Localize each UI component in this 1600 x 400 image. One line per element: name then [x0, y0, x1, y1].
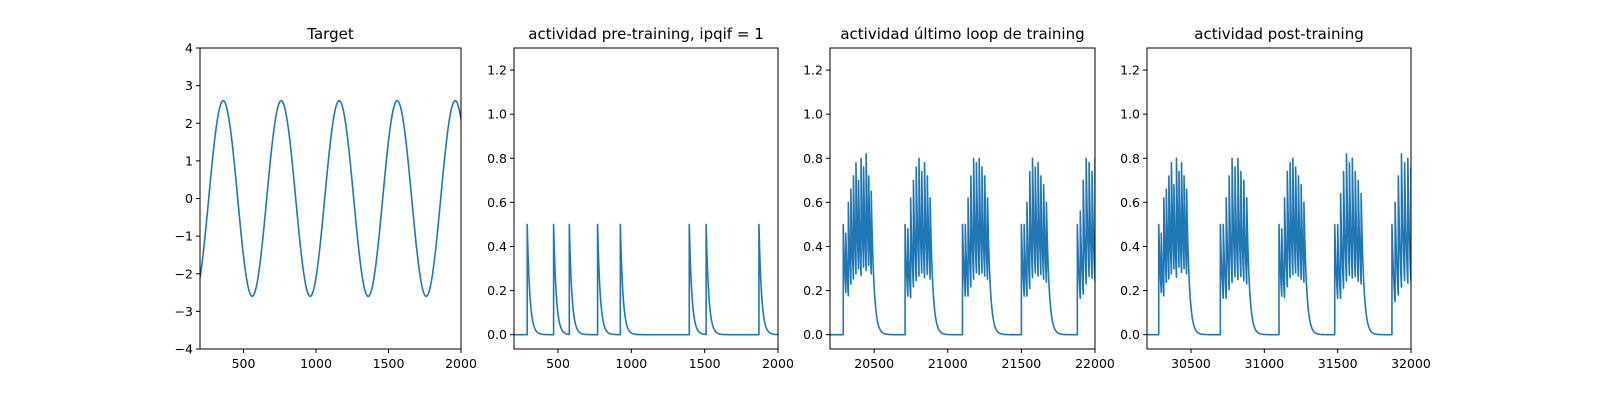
y-tick-label: 1.0	[803, 107, 823, 122]
y-tick-label: 0.8	[803, 151, 823, 166]
y-tick-label: 0.6	[1120, 195, 1140, 210]
x-tick-label: 500	[232, 356, 256, 371]
x-tick-label: 21500	[1002, 356, 1042, 371]
series-line	[514, 223, 778, 336]
x-tick-label: 21000	[928, 356, 968, 371]
y-tick-label: 0.6	[487, 195, 507, 210]
y-tick-label: 1.2	[803, 63, 823, 78]
series-line	[830, 153, 1095, 336]
x-tick-label: 32000	[1391, 356, 1431, 371]
x-tick-label: 1500	[689, 356, 721, 371]
y-tick-label: 0.2	[803, 283, 823, 298]
panel-title: actividad post-training	[1194, 25, 1363, 43]
x-tick-label: 30500	[1171, 356, 1211, 371]
x-tick-label: 2000	[762, 356, 794, 371]
y-tick-label: −4	[175, 342, 193, 357]
y-tick-label: 2	[185, 116, 193, 131]
panel-title: actividad último loop de training	[840, 25, 1084, 43]
x-tick-label: 1000	[300, 356, 332, 371]
y-tick-label: 1	[185, 153, 193, 168]
x-tick-label: 31500	[1318, 356, 1358, 371]
x-tick-label: 1000	[615, 356, 647, 371]
y-tick-label: 0.6	[803, 195, 823, 210]
x-tick-label: 1500	[373, 356, 405, 371]
y-tick-label: −1	[175, 229, 193, 244]
y-tick-label: 0.2	[1120, 283, 1140, 298]
panel-title: Target	[306, 25, 354, 43]
y-tick-label: 0.8	[487, 151, 507, 166]
chart-panel-3: actividad último loop de training 20500 21…	[803, 25, 1115, 371]
y-tick-label: 0.8	[1120, 151, 1140, 166]
axes-frame	[829, 47, 1096, 350]
y-tick-label: −2	[175, 266, 193, 281]
y-tick-label: 0.2	[487, 283, 507, 298]
y-tick-label: 3	[185, 78, 193, 93]
y-tick-label: 0.0	[487, 327, 507, 342]
y-tick-label: 0	[185, 191, 193, 206]
x-tick-label: 2000	[445, 356, 477, 371]
y-tick-label: 0.0	[803, 327, 823, 342]
y-tick-label: 1.2	[1120, 63, 1140, 78]
y-tick-label: 0.4	[1120, 239, 1140, 254]
y-tick-label: 0.4	[487, 239, 507, 254]
chart-panel-4: actividad post-training 30500 31000 31500 32…	[1120, 25, 1431, 371]
x-tick-label: 500	[546, 356, 570, 371]
series-line	[1147, 153, 1411, 336]
y-tick-label: 0.4	[803, 239, 823, 254]
y-tick-label: 4	[185, 41, 193, 56]
panel-title: actividad pre-training, ipqif = 1	[528, 25, 764, 43]
chart-panel-1: Target 500 1000 1500 2000 −4 −3 −2 −1 0 1 2 3 4	[175, 25, 477, 371]
x-tick-label: 22000	[1075, 356, 1115, 371]
series-line	[200, 99, 461, 298]
chart-panel-2: actividad pre-training, ipqif = 1 500 1000…	[487, 25, 794, 371]
axes-frame	[1146, 47, 1412, 350]
axes-frame	[513, 47, 779, 350]
y-tick-label: 1.2	[487, 63, 507, 78]
x-tick-label: 31000	[1244, 356, 1284, 371]
y-tick-label: 1.0	[1120, 107, 1140, 122]
y-tick-label: −3	[175, 304, 193, 319]
x-tick-label: 20500	[854, 356, 894, 371]
y-tick-label: 0.0	[1120, 327, 1140, 342]
y-tick-label: 1.0	[487, 107, 507, 122]
